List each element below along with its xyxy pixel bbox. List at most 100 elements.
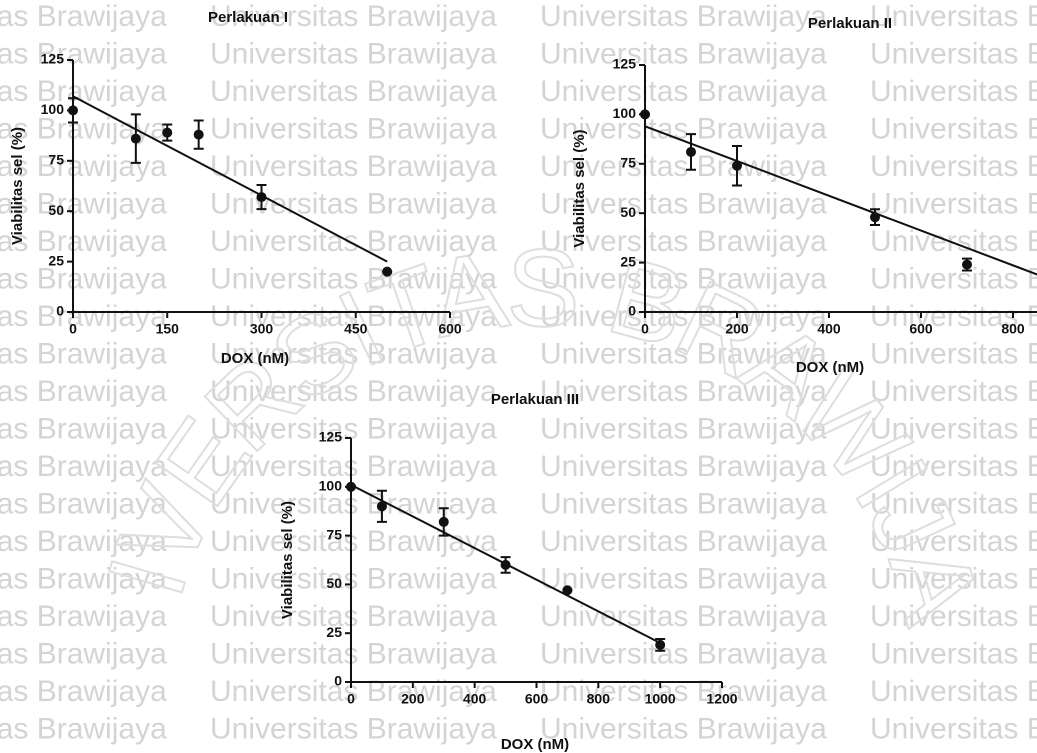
y-tick-label: 50 [326, 575, 342, 591]
y-axis-label: Viabilitas sel (%) [279, 501, 296, 619]
watermark-text: Universitas Brawijaya [0, 600, 167, 633]
watermark-text: Universitas Brawijaya [540, 300, 827, 333]
x-tick-label: 300 [250, 321, 274, 337]
watermark-text: Universitas Brawijaya [0, 225, 167, 258]
chart-title: Perlakuan I [208, 9, 288, 26]
watermark-text: Universitas Brawijaya [210, 637, 497, 670]
watermark-text: Universitas Brawijaya [0, 262, 167, 295]
watermark-text: Universitas Brawijaya [870, 487, 1037, 520]
watermark-text: Universitas Brawijaya [870, 187, 1037, 220]
y-tick-label: 0 [56, 303, 64, 319]
watermark-text: Universitas Brawijaya [540, 225, 827, 258]
watermark-text: Universitas Brawijaya [870, 637, 1037, 670]
y-tick-label: 25 [620, 253, 636, 269]
x-tick-label: 0 [69, 321, 77, 337]
watermark-text: Universitas Brawijaya [210, 75, 497, 108]
data-point [346, 481, 356, 492]
watermark-text: Universitas Brawijaya [210, 525, 497, 558]
watermark-text: Universitas Brawijaya [540, 675, 827, 708]
watermark-text: Universitas Brawijaya [540, 187, 827, 220]
chart-title: Perlakuan III [491, 391, 579, 408]
data-point [640, 109, 650, 120]
data-point [962, 259, 972, 270]
y-tick-label: 75 [620, 155, 636, 171]
y-tick-label: 25 [48, 252, 64, 268]
watermark-text: Universitas Brawijaya [870, 337, 1037, 370]
watermark-text: Universitas Brawijaya [870, 712, 1037, 745]
watermark-text: Universitas Brawijaya [540, 0, 827, 33]
watermark-text: Universitas Brawijaya [210, 600, 497, 633]
watermark-text: Universitas Brawijaya [0, 375, 167, 408]
y-tick-label: 125 [613, 56, 637, 72]
watermark-text: Universitas Brawijaya [0, 675, 167, 708]
watermark-text: Universitas Brawijaya [540, 487, 827, 520]
watermark-text: Universitas Brawijaya [210, 562, 497, 595]
watermark-text: Universitas Brawijaya [210, 450, 497, 483]
watermark-text: Universitas Brawijaya [540, 637, 827, 670]
watermark-text: Universitas Brawijaya [540, 600, 827, 633]
watermark-text: Universitas Brawijaya [210, 225, 497, 258]
data-point [686, 146, 696, 157]
x-tick-label: 400 [817, 321, 841, 337]
x-tick-label: 200 [725, 321, 749, 337]
watermark-text: Universitas Brawijaya [540, 562, 827, 595]
chart: Perlakuan II DOX (nM) Viabilitas sel (%) 0 2… [571, 15, 1037, 376]
watermark-text: Universitas Brawijaya [540, 712, 827, 745]
data-point [562, 585, 573, 596]
watermark-text: Universitas Brawijaya [210, 37, 497, 70]
x-axis-label: DOX (nM) [796, 359, 864, 376]
y-tick-label: 75 [326, 526, 342, 542]
x-tick-label: 150 [156, 321, 180, 337]
data-point [870, 212, 880, 223]
watermark-text: Universitas Brawijaya [870, 675, 1037, 708]
y-tick-label: 125 [319, 429, 343, 445]
watermark-text: Universitas Brawijaya [870, 450, 1037, 483]
x-tick-label: 0 [641, 321, 649, 337]
watermark-text: Universitas Brawijaya [0, 37, 167, 70]
watermark-text: Universitas Brawijaya [0, 487, 167, 520]
watermark-text: Universitas Brawijaya [0, 75, 167, 108]
watermark-text: Universitas Brawijaya [540, 375, 827, 408]
data-point [193, 129, 204, 140]
watermark-text: Universitas Brawijaya [540, 37, 827, 70]
y-tick-label: 100 [41, 101, 65, 117]
chart: Perlakuan I DOX (nM) Viabilitas sel (%) 0 25… [9, 9, 462, 367]
y-tick-label: 100 [613, 105, 637, 121]
watermark-text: Universitas Brawijaya [210, 375, 497, 408]
watermark-text: Universitas Brawijaya [210, 150, 497, 183]
watermark-text: Universitas Brawijaya [540, 525, 827, 558]
y-tick-label: 125 [41, 51, 65, 67]
watermark-text: Universitas Brawijaya [870, 112, 1037, 145]
x-tick-label: 1200 [706, 691, 737, 707]
x-tick-label: 600 [909, 321, 933, 337]
watermark-text: Universitas Brawijaya [210, 412, 497, 445]
x-axis-label: DOX (nM) [221, 350, 289, 367]
y-axis-label: Viabilitas sel (%) [9, 127, 26, 245]
watermark-text: Universitas Brawijaya [210, 675, 497, 708]
data-point [376, 501, 387, 512]
watermark-text: Universitas Brawijaya [540, 262, 827, 295]
data-point [256, 192, 267, 203]
watermark-text: Universitas Brawijaya [210, 187, 497, 220]
charts: Perlakuan I DOX (nM) Viabilitas sel (%) 0 25… [9, 9, 1037, 753]
x-tick-label: 200 [401, 691, 425, 707]
x-tick-label: 0 [347, 691, 355, 707]
watermark-text: Universitas Brawijaya [0, 187, 167, 220]
data-point [500, 559, 511, 570]
watermark-text: Universitas Brawijaya [0, 450, 167, 483]
data-point [68, 105, 78, 116]
x-axis-label: DOX (nM) [501, 736, 569, 753]
y-tick-label: 50 [620, 204, 636, 220]
watermark-text: Universitas Brawijaya [0, 637, 167, 670]
trend-line [72, 95, 388, 263]
y-tick-label: 50 [48, 202, 64, 218]
chart-title: Perlakuan II [808, 15, 892, 32]
watermark-text: Universitas Brawijaya [210, 337, 497, 370]
watermark-text: Universitas Brawijaya [870, 150, 1037, 183]
data-point [162, 127, 173, 138]
x-tick-label: 450 [344, 321, 368, 337]
y-tick-label: 100 [319, 478, 343, 494]
watermark-text: Universitas Brawijaya [0, 150, 167, 183]
data-point [732, 160, 742, 171]
